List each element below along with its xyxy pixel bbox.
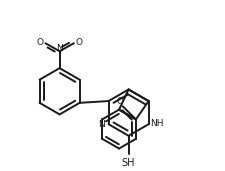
Text: O: O: [75, 38, 82, 47]
Text: O: O: [36, 38, 43, 47]
Text: O: O: [116, 97, 123, 106]
Text: N: N: [98, 120, 105, 129]
Text: SH: SH: [121, 158, 135, 168]
Text: N: N: [56, 44, 63, 53]
Text: NH: NH: [149, 119, 163, 128]
